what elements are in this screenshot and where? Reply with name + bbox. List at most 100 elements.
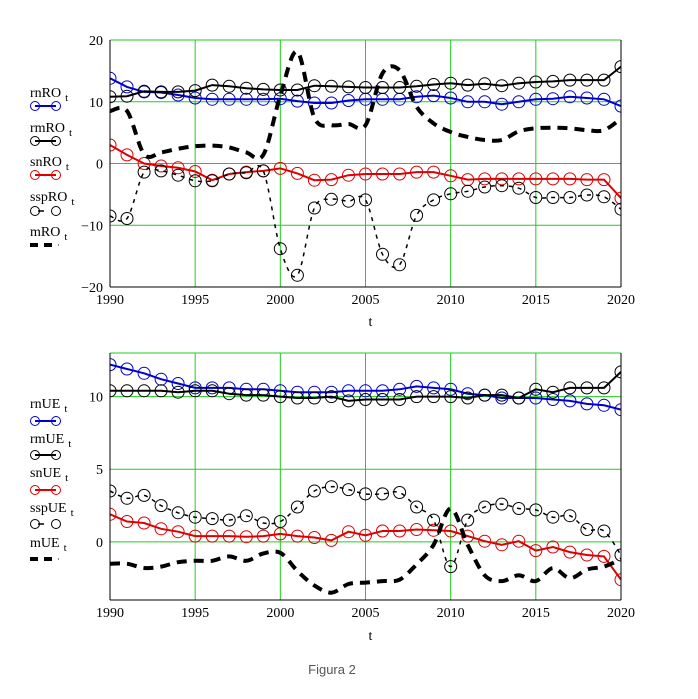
data-point [580, 523, 594, 536]
data-point [110, 71, 117, 85]
series-line [110, 371, 621, 402]
data-point [546, 74, 560, 88]
data-point [205, 529, 219, 543]
legend-marker [30, 206, 40, 216]
data-point [307, 484, 321, 498]
data-point [461, 387, 475, 401]
data-point [393, 382, 407, 396]
data-point [290, 529, 304, 543]
data-point [495, 497, 509, 511]
data-point [307, 173, 321, 187]
data-point [137, 157, 151, 170]
series-rnRO [110, 71, 621, 113]
data-point [222, 79, 236, 93]
x-tick-label: 2020 [607, 606, 635, 621]
legend-marker [51, 206, 61, 216]
data-point [205, 92, 219, 106]
legend-marker [51, 101, 61, 111]
data-point [580, 397, 594, 411]
data-point [461, 95, 475, 109]
data-point [614, 191, 621, 205]
series-group [110, 358, 621, 595]
data-point [120, 212, 134, 225]
data-point [580, 381, 594, 395]
data-point [110, 138, 117, 152]
data-point [478, 172, 492, 186]
data-point [580, 548, 594, 562]
data-point [154, 522, 168, 536]
data-point [154, 164, 168, 178]
legend-entry-snUE: snUE t [30, 466, 68, 495]
data-point [546, 385, 560, 399]
y-tick-label: −10 [81, 219, 103, 234]
data-point [410, 165, 424, 179]
data-point [120, 384, 134, 398]
data-point [546, 540, 560, 554]
data-point [546, 191, 560, 204]
legend-marker [30, 485, 40, 495]
data-point [342, 168, 355, 182]
legend-label: mUE t [30, 536, 67, 554]
data-point [239, 388, 253, 402]
data-point [427, 193, 441, 207]
data-point [597, 381, 611, 395]
data-point [597, 549, 611, 563]
data-point [410, 500, 424, 514]
data-point [393, 167, 407, 181]
data-point [427, 381, 441, 395]
legend-label: rnRO t [30, 86, 68, 104]
data-point [324, 79, 338, 93]
data-point [444, 187, 458, 201]
data-point [290, 268, 304, 282]
x-tick-label: 2020 [607, 293, 635, 308]
legend-entry-sspRO: sspRO t [30, 190, 74, 216]
data-point [478, 388, 492, 402]
data-point [597, 92, 611, 106]
data-point [171, 88, 185, 102]
x-tick-label: 1990 [96, 606, 124, 621]
x-axis-label: t [369, 629, 373, 644]
data-point [171, 377, 185, 390]
x-tick-label: 1990 [96, 293, 124, 308]
x-tick-label: 1995 [181, 293, 209, 308]
series-mRO [110, 49, 621, 161]
data-point [120, 80, 134, 94]
y-tick-label: 20 [89, 34, 103, 49]
y-tick-label: −20 [81, 281, 103, 296]
data-point [290, 83, 304, 97]
legend-label: snUE t [30, 466, 68, 484]
data-point [563, 381, 577, 395]
data-point [188, 165, 202, 178]
data-point [324, 173, 338, 187]
x-tick-label: 2010 [437, 606, 465, 621]
data-point [444, 560, 458, 574]
data-point [359, 393, 372, 406]
data-point [342, 80, 355, 94]
series-line [110, 77, 621, 108]
series-line [110, 165, 621, 278]
data-point [376, 167, 389, 181]
legend-label: rnUE t [30, 397, 67, 415]
data-point [188, 529, 202, 543]
data-point [563, 172, 577, 186]
data-point [110, 209, 117, 223]
data-point [478, 500, 492, 514]
data-point [614, 548, 621, 562]
series-line [110, 506, 621, 595]
data-point [376, 524, 389, 538]
data-point [324, 385, 338, 399]
legend-label: sspRO t [30, 190, 74, 208]
data-point [614, 60, 621, 74]
data-point [529, 172, 543, 186]
data-point [597, 398, 611, 412]
y-tick-label: 10 [89, 391, 103, 406]
legend-entry-mUE: mUE t [30, 536, 67, 561]
data-point [324, 480, 338, 494]
data-point [239, 530, 253, 544]
data-point [512, 76, 526, 90]
data-point [427, 390, 441, 404]
legend-marker [51, 519, 61, 529]
data-point [273, 242, 287, 256]
